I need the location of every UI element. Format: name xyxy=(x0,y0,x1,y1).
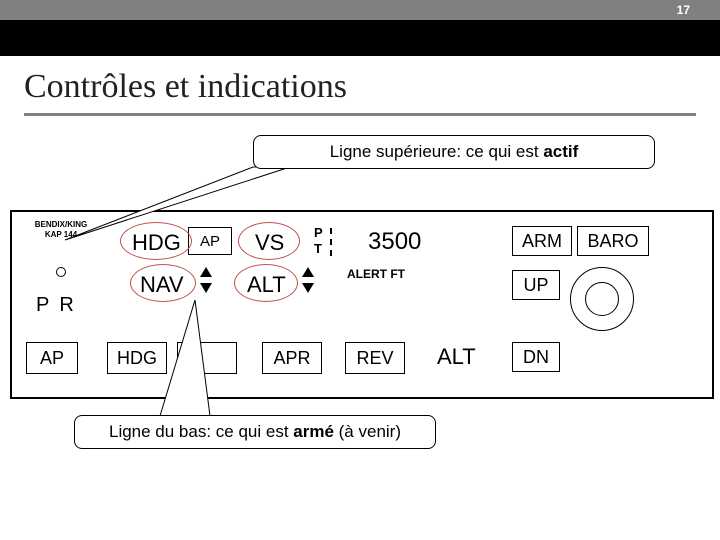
title-underline xyxy=(24,113,696,116)
callout-bottom-text: Ligne du bas: ce qui est armé (à venir) xyxy=(109,422,401,442)
pt-marks xyxy=(328,228,332,256)
rev-button[interactable]: REV xyxy=(345,342,405,374)
alt-bottom-label: ALT xyxy=(437,344,476,370)
alert-ft-label: ALERT FT xyxy=(347,267,405,281)
dn-button[interactable]: DN xyxy=(512,342,560,372)
p-r-label: PR xyxy=(36,294,84,317)
highlight-nav xyxy=(130,264,196,302)
callout-top-text: Ligne supérieure: ce qui est actif xyxy=(330,142,579,162)
up-button[interactable]: UP xyxy=(512,270,560,300)
callout-bottom-tail xyxy=(155,300,275,425)
baro-knob-inner[interactable] xyxy=(585,282,619,316)
page-title: Contrôles et indications xyxy=(24,68,347,106)
callout-bottom: Ligne du bas: ce qui est armé (à venir) xyxy=(74,415,436,449)
arm-button[interactable]: ARM xyxy=(512,226,572,256)
baro-button[interactable]: BARO xyxy=(577,226,649,256)
status-led xyxy=(56,267,66,277)
altitude-value: 3500 xyxy=(368,228,421,256)
page-number: 17 xyxy=(677,3,690,17)
pt-t: T xyxy=(314,242,322,255)
ap-button[interactable]: AP xyxy=(26,342,78,374)
pt-p: P xyxy=(314,226,323,239)
black-band xyxy=(0,20,720,56)
alt-trim-arrows xyxy=(302,267,314,293)
callout-top: Ligne supérieure: ce qui est actif xyxy=(253,135,655,169)
top-bar: 17 xyxy=(0,0,720,20)
highlight-alt xyxy=(234,264,298,302)
nav-trim-arrows xyxy=(200,267,212,293)
